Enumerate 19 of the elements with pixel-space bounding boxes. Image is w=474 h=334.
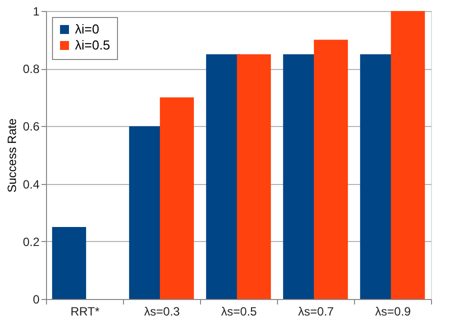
y-axis-title: Success Rate <box>4 118 19 193</box>
bar <box>314 40 348 299</box>
x-tick-label: λs=0.7 <box>298 304 334 318</box>
legend-label: λi=0 <box>75 22 100 36</box>
y-tick-label: 0 <box>32 292 40 306</box>
x-tick-label: RRT* <box>70 304 100 318</box>
y-tick-label: 0.6 <box>22 120 40 134</box>
bar <box>390 11 425 299</box>
y-tick-label: 0.8 <box>22 62 40 76</box>
bar <box>236 54 271 299</box>
y-tick-label: 0.4 <box>22 177 40 192</box>
bar <box>160 97 194 299</box>
y-tick-label: 1 <box>32 4 40 18</box>
x-tick-label: λs=0.9 <box>375 304 412 318</box>
x-tick-label: λs=0.3 <box>144 304 180 318</box>
legend-label: λi=0.5 <box>75 38 110 52</box>
x-tick-label: λs=0.5 <box>221 304 258 318</box>
y-tick-label: 0.2 <box>22 234 40 249</box>
bar <box>52 227 86 299</box>
